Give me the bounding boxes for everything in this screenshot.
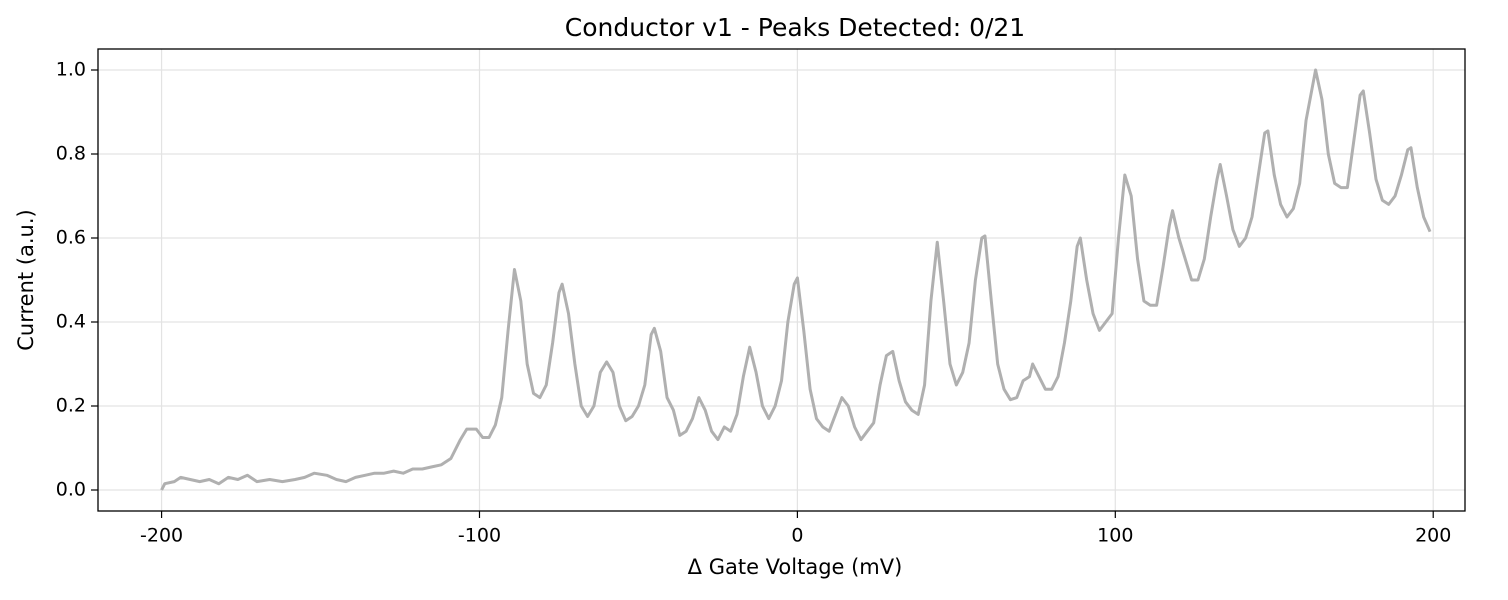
- y-tick-label: 0.4: [56, 311, 86, 333]
- x-axis-label: Δ Gate Voltage (mV): [688, 555, 903, 579]
- plot-frame: [97, 48, 1466, 512]
- y-tick-label: 1.0: [56, 59, 86, 81]
- x-tick-label: -200: [140, 525, 183, 547]
- y-tick-label: 0.2: [56, 395, 86, 417]
- y-tick-label: 0.8: [56, 143, 86, 165]
- data-line: [160, 68, 1432, 491]
- x-tick-label: 0: [791, 525, 803, 547]
- x-tick-label: 100: [1097, 525, 1133, 547]
- x-tick-label: 200: [1415, 525, 1451, 547]
- y-tick-label: 0.0: [56, 479, 86, 501]
- y-axis-label: Current (a.u.): [14, 209, 38, 350]
- y-tick-label: 0.6: [56, 227, 86, 249]
- chart-title: Conductor v1 - Peaks Detected: 0/21: [565, 13, 1025, 42]
- x-tick-label: -100: [458, 525, 501, 547]
